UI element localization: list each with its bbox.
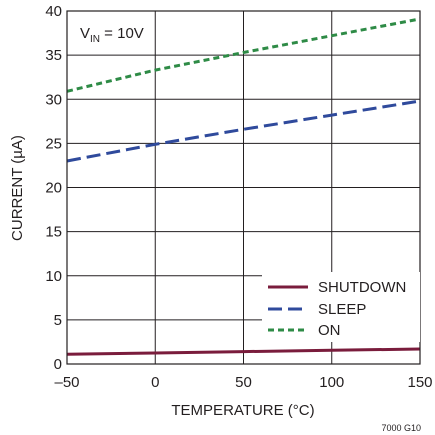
vin-annotation: VIN = 10V (80, 25, 144, 45)
y-tick-label: 15 (45, 224, 62, 241)
series-lines (66, 17, 421, 356)
legend-label-sleep: SLEEP (318, 301, 366, 318)
y-tick-label: 35 (45, 47, 62, 64)
x-tick-labels: –50 0 50 100 150 (54, 374, 432, 391)
legend-label-shutdown: SHUTDOWN (318, 279, 406, 296)
x-tick-label: 0 (151, 374, 159, 391)
x-tick-label: 50 (235, 374, 252, 391)
y-tick-label: 30 (45, 91, 62, 108)
y-axis-title: CURRENT (µA) (9, 135, 26, 241)
legend-label-on: ON (318, 322, 341, 339)
legend: SHUTDOWN SLEEP ON (262, 272, 420, 342)
x-tick-label: 150 (407, 374, 432, 391)
figure-id: 7000 G10 (381, 423, 421, 433)
y-tick-label: 5 (54, 312, 62, 329)
series-line-shutdown (66, 347, 421, 356)
x-tick-label: 100 (319, 374, 344, 391)
vin-prefix: V (80, 25, 90, 42)
vin-suffix: = 10V (100, 25, 144, 42)
y-tick-label: 20 (45, 180, 62, 197)
y-tick-label: 40 (45, 3, 62, 20)
x-axis-title: TEMPERATURE (°C) (171, 402, 314, 419)
vin-subscript: IN (90, 34, 100, 45)
x-tick-label: –50 (54, 374, 79, 391)
y-tick-label: 25 (45, 135, 62, 152)
plot-frame (66, 10, 421, 365)
y-tick-labels: 0 5 10 15 20 25 30 35 40 (45, 3, 62, 373)
y-tick-label: 0 (54, 356, 62, 373)
series-line-on (66, 17, 421, 93)
y-tick-label: 10 (45, 268, 62, 285)
grid (67, 11, 420, 364)
